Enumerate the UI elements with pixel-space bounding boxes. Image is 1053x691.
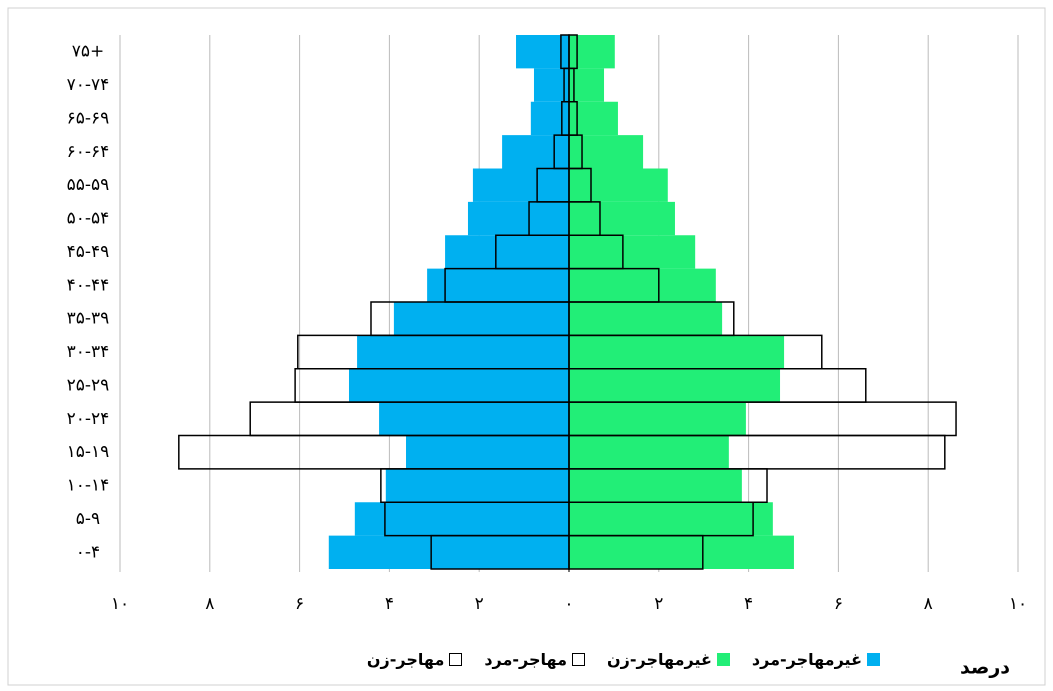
legend-item: غیرمهاجر-زن — [607, 650, 730, 669]
bar — [406, 435, 569, 469]
y-tick-label: ۶۵-۶۹ — [67, 108, 110, 128]
bar — [569, 502, 773, 536]
bar — [530, 101, 569, 136]
x-tick-label: ۸ — [205, 594, 214, 614]
x-tick-label: ۲ — [475, 594, 484, 614]
bar — [569, 135, 644, 169]
bar — [569, 402, 746, 436]
bar — [502, 135, 569, 169]
y-tick-label: ۱۰-۱۴ — [67, 476, 110, 496]
x-tick-label: ۴ — [744, 594, 753, 614]
bar — [354, 502, 569, 536]
bar — [569, 268, 716, 302]
bar — [569, 468, 742, 503]
y-tick-label: ۴۵-۴۹ — [67, 242, 110, 262]
y-tick-label: ۶۰-۶۴ — [67, 142, 110, 162]
x-tick-label: ۸ — [924, 594, 933, 614]
bar — [569, 35, 615, 69]
x-tick-label: ۱۰ — [111, 594, 129, 614]
bar — [472, 168, 569, 202]
y-tick-label: ۴۰-۴۴ — [67, 275, 110, 295]
bar — [467, 201, 569, 236]
bar — [569, 435, 729, 469]
legend-item: مهاجر-زن — [366, 650, 463, 669]
bar — [569, 302, 723, 336]
x-tick-label: ۱۰ — [1009, 594, 1027, 614]
bar — [569, 335, 785, 369]
bar — [533, 68, 569, 102]
bar — [427, 268, 569, 302]
bar — [328, 535, 569, 569]
bar — [385, 468, 569, 503]
bar — [569, 168, 668, 202]
y-tick-label: ۷۵+ — [72, 42, 105, 62]
legend-label: مهاجر-زن — [366, 650, 445, 669]
bar — [569, 201, 675, 236]
bar — [393, 302, 569, 336]
bar — [569, 68, 605, 102]
x-axis-title: درصد — [960, 657, 1010, 679]
x-tick-label: ۲ — [654, 594, 663, 614]
legend-label: غیرمهاجر-زن — [607, 650, 712, 669]
legend-label: غیرمهاجر-مرد — [751, 650, 862, 669]
legend-swatch — [449, 653, 463, 666]
legend-swatch — [716, 653, 730, 666]
x-tick-label: ۶ — [834, 594, 843, 614]
bar — [445, 235, 569, 269]
bar — [569, 235, 696, 269]
y-tick-label: ۳۰-۳۴ — [67, 342, 110, 362]
y-tick-label: ۲۵-۲۹ — [67, 375, 110, 395]
bar — [348, 368, 569, 403]
x-tick-label: ۴ — [385, 594, 394, 614]
y-tick-label: ۲۰-۲۴ — [67, 409, 110, 429]
y-tick-label: ۰-۴ — [76, 542, 100, 562]
legend: غیرمهاجر-مرد غیرمهاجر-زن مهاجر-مرد مهاجر-زن — [200, 650, 880, 669]
bar — [569, 535, 794, 569]
y-tick-label: ۳۵-۳۹ — [67, 309, 110, 329]
y-tick-label: ۱۵-۱۹ — [67, 442, 110, 462]
bar — [379, 402, 569, 436]
y-tick-label: ۷۰-۷۴ — [67, 75, 110, 95]
legend-item: مهاجر-مرد — [484, 650, 586, 669]
x-tick-label: ۶ — [295, 594, 304, 614]
bar — [357, 335, 569, 369]
legend-item: غیرمهاجر-مرد — [752, 650, 880, 669]
y-tick-label: ۵۵-۵۹ — [67, 175, 110, 195]
bar — [568, 34, 578, 70]
legend-swatch — [572, 653, 586, 666]
bar — [569, 368, 781, 403]
legend-label: مهاجر-مرد — [484, 650, 568, 669]
x-tick-label: ۰ — [564, 594, 573, 614]
legend-swatch — [867, 653, 880, 666]
y-tick-label: ۵۰-۵۴ — [67, 209, 110, 229]
y-tick-label: ۵-۹ — [76, 509, 100, 529]
